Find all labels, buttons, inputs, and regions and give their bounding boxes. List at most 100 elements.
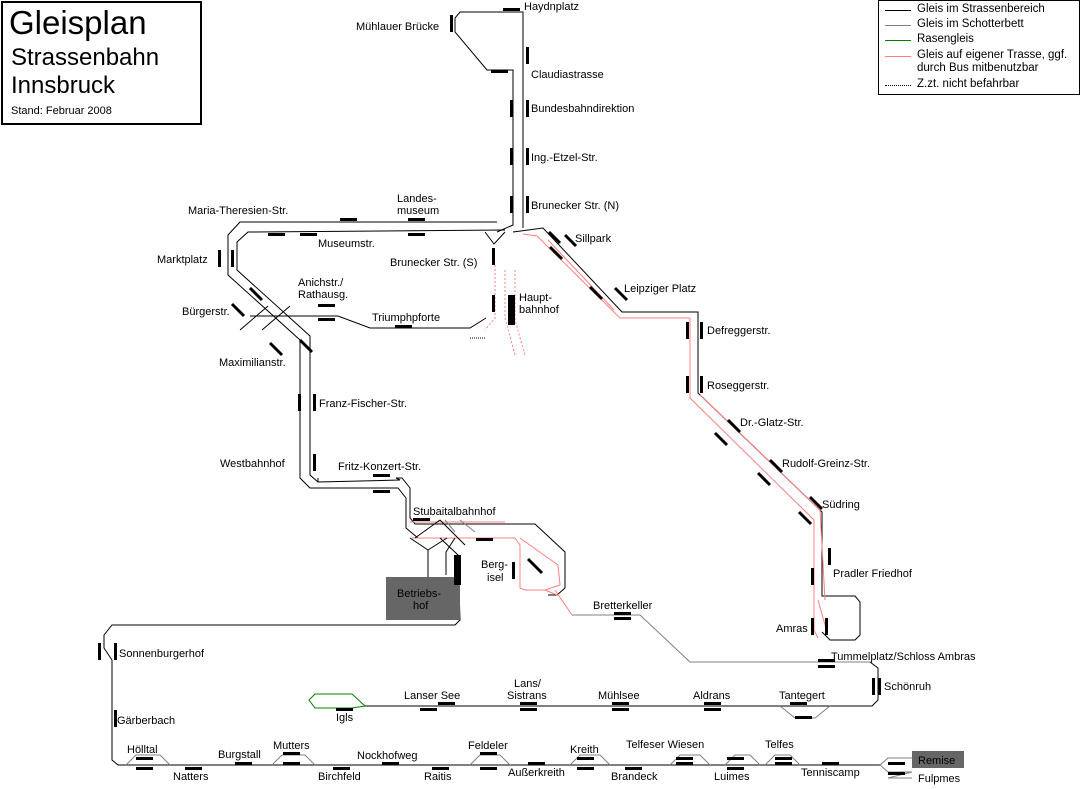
track-stubai-red (410, 521, 620, 616)
legend-label: Z.zt. nicht befahrbar (917, 78, 1020, 90)
track-stubai-gray (444, 519, 870, 663)
station-label: Igls (336, 712, 354, 724)
legend-item-grass: Rasengleis (885, 33, 974, 45)
station-label: Brunecker Str. (N) (531, 200, 619, 212)
station-label: Sonnenburgerhof (119, 648, 205, 660)
legend: Gleis im Strassenbereich Gleis im Schott… (878, 0, 1080, 95)
subtitle-line-1: Strassenbahn (11, 44, 160, 71)
station-label: Westbahnhof (220, 458, 286, 470)
station-label: Telfes (765, 739, 794, 751)
station-label: Ing.-Etzel-Str. (531, 152, 598, 164)
station-label: Pradler Friedhof (833, 568, 913, 580)
station-label: Lanser See (404, 690, 460, 702)
station-label: Birchfeld (318, 771, 361, 783)
track-triumphpforte (250, 315, 487, 329)
track-igls (365, 661, 879, 707)
station-label: Bürgerstr. (182, 306, 230, 318)
legend-label: Rasengleis (917, 33, 974, 45)
station-label: Roseggerstr. (707, 380, 769, 392)
station-label: Schönruh (884, 681, 931, 693)
subtitle-line-2: Innsbruck (11, 72, 116, 99)
station-label: Dr.-Glatz-Str. (740, 417, 804, 429)
station-label: Haupt- (519, 292, 552, 304)
station-label: Defreggerstr. (707, 325, 771, 337)
station-label: Museumstr. (318, 238, 375, 250)
station-label: Stubaitalbahnhof (413, 506, 497, 518)
station-label: Hölltal (127, 744, 158, 756)
station-label: Landes- (397, 193, 437, 205)
station-label: Bundesbahndirektion (531, 103, 634, 115)
legend-item-own-track: Gleis auf eigener Trasse, ggf. durch Bus… (885, 49, 1075, 75)
station-label: Haydnplatz (524, 1, 579, 13)
station-label: Telfeser Wiesen (626, 739, 704, 751)
station-label: Maximilianstr. (219, 357, 286, 369)
station-label: Brandeck (611, 771, 658, 783)
legend-label: Gleis im Strassenbereich (917, 3, 1045, 15)
station-label: Aldrans (693, 690, 731, 702)
station-label: Remise (918, 755, 955, 767)
track-east-red-2 (547, 239, 828, 633)
track-city-inner (236, 229, 506, 483)
station-label: Fulpmes (918, 773, 961, 785)
station-label: Brunecker Str. (S) (390, 257, 477, 269)
track-anich-cross (239, 305, 291, 331)
station-label: Rathausg. (298, 289, 348, 301)
station-label: Bretterkeller (593, 600, 653, 612)
station-label: Kreith (570, 744, 599, 756)
legend-item-not-usable: Z.zt. nicht befahrbar (885, 78, 1019, 90)
station-label: Mühlsee (598, 690, 640, 702)
track-brunecker-s (484, 231, 506, 245)
diagonal-platforms (230, 230, 824, 575)
station-label: Raitis (424, 771, 452, 783)
station-label: Berg- (481, 559, 508, 571)
station-label: Nockhofweg (357, 750, 418, 762)
station-label: Mutters (273, 740, 310, 752)
depot-building (386, 577, 460, 620)
station-label: Lans/ (514, 678, 542, 690)
station-label: museum (397, 205, 439, 217)
station-label: Leipziger Platz (624, 283, 696, 295)
station-label: Anichstr./ (298, 277, 344, 289)
station-label: Feldeler (468, 740, 508, 752)
station-label: isel (487, 572, 504, 584)
track-city-outer (227, 221, 497, 539)
station-label: Triumphpforte (372, 312, 440, 324)
legend-label: Gleis auf eigener Trasse, ggf. durch Bus… (917, 49, 1068, 74)
station-label: Sillpark (575, 233, 612, 245)
track-depot-approach (103, 519, 880, 766)
track-igls-grass (308, 693, 366, 709)
station-label: Luimes (714, 771, 750, 783)
station-label: Amras (776, 623, 808, 635)
station-label: Sistrans (507, 690, 547, 702)
remise-building (912, 751, 964, 768)
station-label: Fritz-Konzert-Str. (338, 461, 421, 473)
platforms (98, 8, 905, 775)
station-label: Tummelplatz/Schloss Ambras (831, 651, 976, 663)
station-label: Franz-Fischer-Str. (319, 398, 407, 410)
stand-date: Stand: Februar 2008 (11, 105, 112, 117)
station-label: Mühlauer Brücke (356, 21, 439, 33)
track-haydnplatz-loop (454, 11, 524, 233)
station-label: Tantegert (779, 690, 825, 702)
track-stubai-north (396, 477, 566, 596)
station-label: Claudiastrasse (531, 69, 604, 81)
station-label: hof (413, 600, 429, 612)
station-label: Maria-Theresien-Str. (188, 205, 288, 217)
title: Gleisplan (9, 4, 147, 41)
station-label: bahnhof (519, 304, 560, 316)
station-label: Burgstall (218, 749, 261, 761)
station-label: Außerkreith (508, 767, 565, 779)
station-label: Tenniscamp (801, 767, 860, 779)
station-labels: Haydnplatz Mühlauer Brücke Claudiastrass… (117, 1, 976, 785)
legend-label: Gleis im Schotterbett (917, 18, 1024, 30)
station-label: Betriebs- (397, 588, 441, 600)
station-label: Natters (173, 771, 209, 783)
station-label: Rudolf-Greinz-Str. (782, 458, 870, 470)
legend-item-street: Gleis im Strassenbereich (885, 3, 1045, 15)
station-label: Gärberbach (117, 715, 175, 727)
legend-item-ballast: Gleis im Schotterbett (885, 18, 1024, 30)
title-box: Gleisplan Strassenbahn Innsbruck Stand: … (1, 1, 202, 125)
station-label: Marktplatz (157, 254, 208, 266)
station-label: Südring (822, 499, 860, 511)
